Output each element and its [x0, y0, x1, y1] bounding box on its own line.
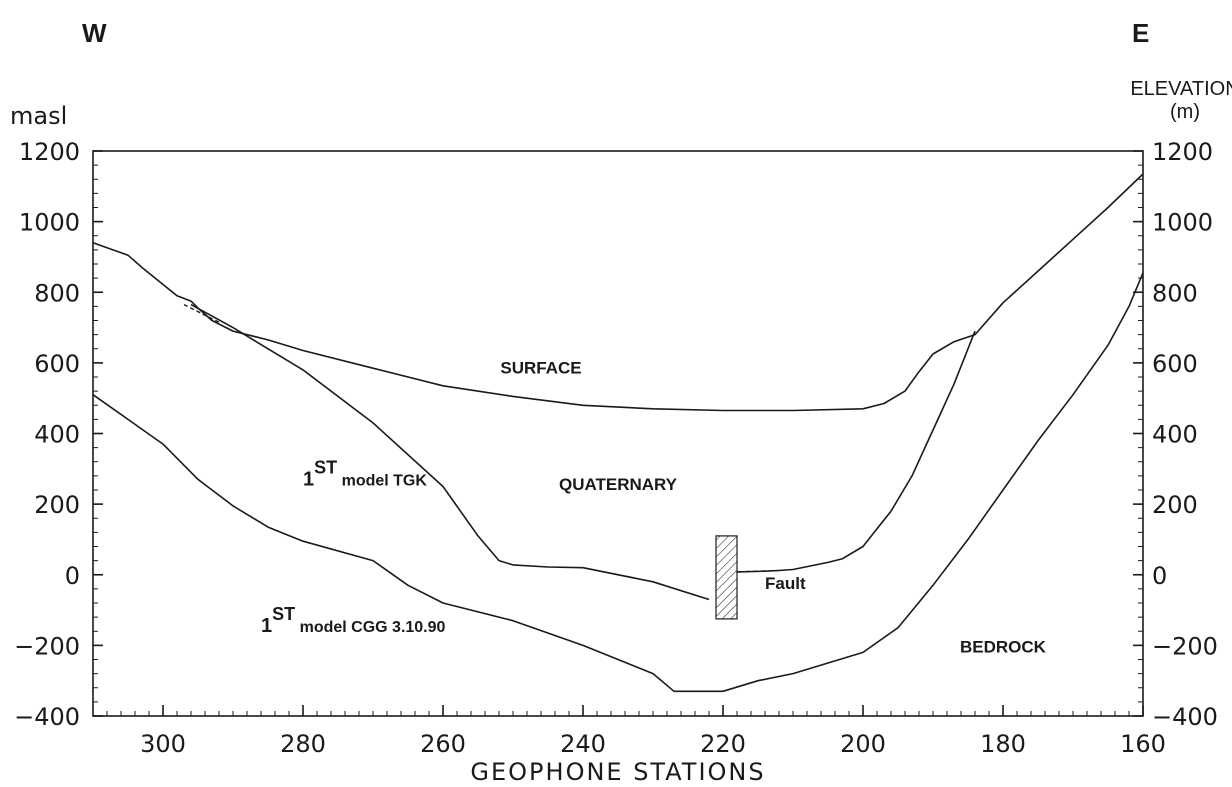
series-line-surface	[92, 173, 1144, 412]
minor-ticks	[92, 150, 1144, 717]
y-tick-label-left: −400	[14, 703, 80, 731]
y-tick-label-left: 0	[65, 562, 80, 590]
x-tick-label: 300	[140, 730, 186, 758]
y-axis-label-right: ELEVATION	[1130, 78, 1232, 100]
y-axis-left-tick-labels: 1200 1000 800 600 400 200 0 −200 −400	[14, 138, 80, 731]
y-tick-label-right: 1000	[1152, 209, 1213, 237]
y-tick-label-left: 600	[34, 350, 80, 378]
x-tick-label: 260	[420, 730, 466, 758]
model-label-1: 1ST model TGK	[303, 457, 427, 490]
series-line-1st-model-cgg-3-10-90	[92, 272, 1144, 693]
major-ticks	[93, 150, 1144, 717]
plot-frame	[92, 150, 1144, 717]
dashed-connector-west	[183, 303, 220, 323]
x-tick-label: 240	[560, 730, 606, 758]
y-tick-label-left: −200	[14, 632, 80, 660]
annotation-surface: SURFACE	[500, 358, 581, 377]
annotation-bedrock: BEDROCK	[960, 637, 1047, 656]
annotations: SURFACE QUATERNARY Fault BEDROCK 1ST model T…	[261, 358, 1047, 656]
x-tick-label: 280	[280, 730, 326, 758]
y-tick-label-right: 0	[1152, 562, 1167, 590]
dashed-connector-fault	[736, 569, 780, 573]
annotation-quaternary: QUATERNARY	[559, 475, 678, 494]
y-tick-label-right: 800	[1152, 279, 1198, 307]
x-tick-label: 180	[980, 730, 1026, 758]
y-tick-label-right: 200	[1152, 491, 1198, 519]
x-tick-label: 200	[840, 730, 886, 758]
y-axis-label-right-unit: (m)	[1170, 101, 1200, 123]
y-tick-label-right: 400	[1152, 421, 1198, 449]
x-tick-label: 160	[1120, 730, 1166, 758]
dashed-connectors	[183, 303, 780, 573]
y-tick-label-right: 1200	[1152, 138, 1213, 166]
y-tick-label-left: 1200	[19, 138, 80, 166]
x-axis-tick-labels: 300 280 260 240 220 200 180 160	[140, 730, 1166, 758]
y-tick-label-right: −200	[1152, 632, 1218, 660]
y-axis-right-tick-labels: 1200 1000 800 600 400 200 0 −200 −400	[1152, 138, 1218, 731]
fault-hatch	[715, 535, 738, 620]
series-line-1st-model-tgk-east	[736, 330, 976, 573]
x-axis-label: GEOPHONE STATIONS	[470, 758, 765, 786]
y-tick-label-left: 200	[34, 491, 80, 519]
x-tick-label: 220	[700, 730, 746, 758]
series-line-1st-model-tgk	[190, 303, 710, 601]
y-tick-label-right: −400	[1152, 703, 1218, 731]
y-tick-label-right: 600	[1152, 350, 1198, 378]
model-label-2: 1ST model CGG 3.10.90	[261, 604, 446, 637]
annotation-fault: Fault	[765, 574, 806, 593]
y-tick-label-left: 1000	[19, 209, 80, 237]
y-tick-label-left: 800	[34, 279, 80, 307]
direction-east-label: E	[1132, 18, 1149, 48]
direction-west-label: W	[82, 18, 107, 48]
y-axis-label-left: masl	[10, 102, 67, 130]
fault-zone	[715, 535, 738, 620]
series-layer	[92, 173, 1144, 693]
y-tick-label-left: 400	[34, 421, 80, 449]
